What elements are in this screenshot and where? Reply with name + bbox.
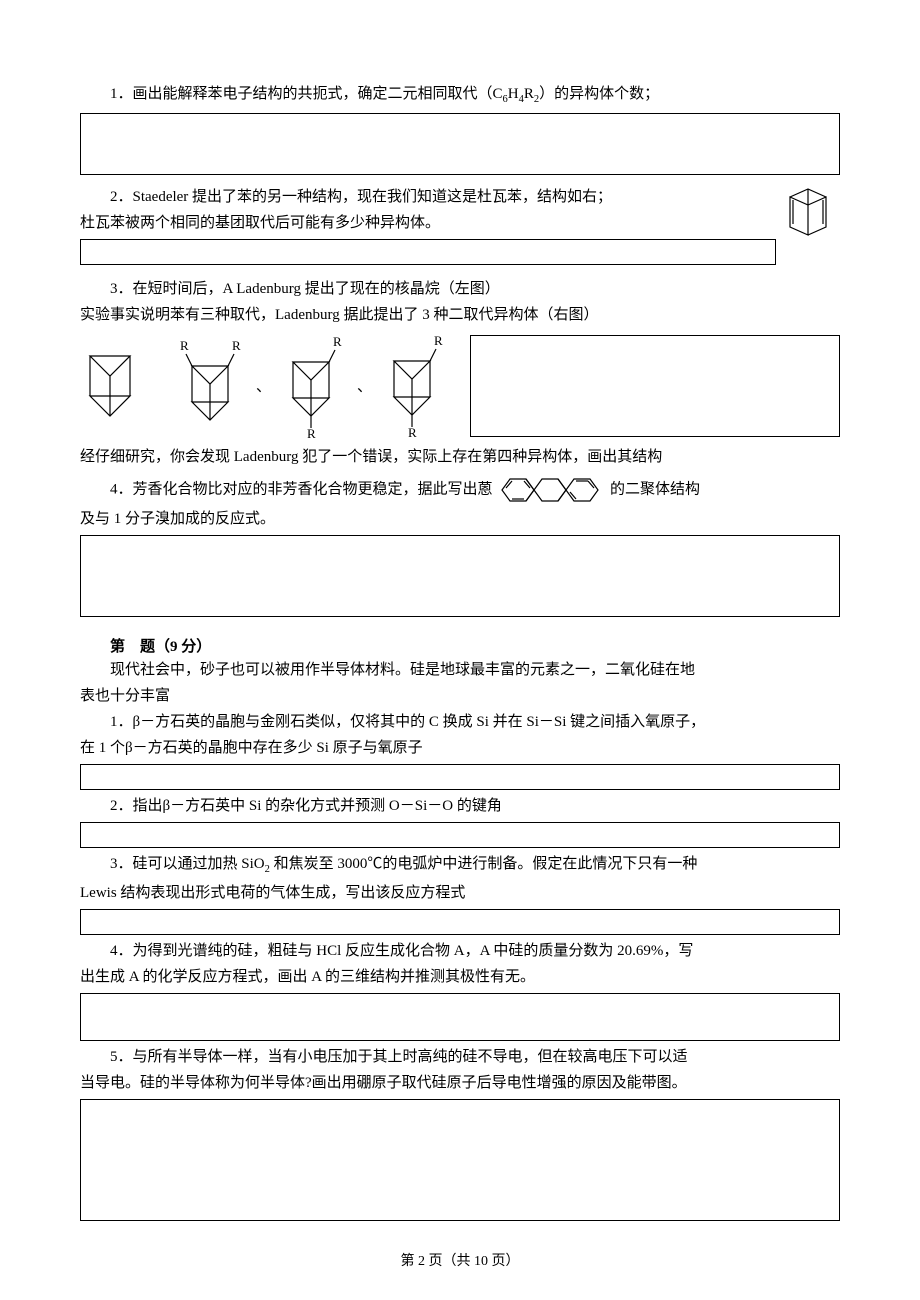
q1-answer-box-1 <box>80 113 840 175</box>
q1-answer-box-3 <box>470 335 840 437</box>
q2-p5b: 当导电。硅的半导体称为何半导体?画出用硼原子取代硅原子后导电性增强的原因及能带图… <box>80 1071 840 1095</box>
separator-2: 、 <box>357 375 372 396</box>
page-footer: 第 2 页（共 10 页） <box>0 1250 920 1270</box>
svg-text:R: R <box>434 333 443 348</box>
q2-answer-box-4 <box>80 993 840 1041</box>
q1-p4a: 4．芳香化合物比对应的非芳香化合物更稳定，据此写出蒽 <box>110 481 493 497</box>
q1-p1-text-c: R <box>524 86 534 102</box>
q2-p2: 2．指出β－方石英中 Si 的杂化方式并预测 O－Si－O 的键角 <box>80 794 840 818</box>
svg-text:R: R <box>232 338 241 353</box>
dewar-benzene-icon <box>784 183 840 239</box>
q1-p2a: 2．Staedeler 提出了苯的另一种结构，现在我们知道这是杜瓦苯，结构如右； <box>80 185 776 209</box>
q1-p1: 1．画出能解释苯电子结构的共扼式，确定二元相同取代（C6H4R2）的异构体个数； <box>80 82 840 109</box>
prismane-sub-3-icon: R R <box>380 331 450 441</box>
prismane-icon <box>80 340 142 432</box>
q2-p3a2: 和焦炭至 3000℃的电弧炉中进行制备。假定在此情况下只有一种 <box>270 856 698 872</box>
q2-p1b: 在 1 个β－方石英的晶胞中存在多少 Si 原子与氧原子 <box>80 736 840 760</box>
q1-p1-text-b: H <box>508 86 519 102</box>
q2-intro2: 表也十分丰富 <box>80 684 840 708</box>
prismane-sub-2-icon: R R <box>279 334 349 438</box>
separator-1: 、 <box>256 375 271 396</box>
q2-p3a: 3．硅可以通过加热 SiO <box>110 856 265 872</box>
q2-p3b: Lewis 结构表现出形式电荷的气体生成，写出该反应方程式 <box>80 881 840 905</box>
svg-text:R: R <box>307 426 316 438</box>
q2-p1a: 1．β－方石英的晶胞与金刚石类似，仅将其中的 C 换成 Si 并在 Si－Si … <box>80 710 840 734</box>
svg-text:R: R <box>408 425 417 440</box>
q1-p3c: 经仔细研究，你会发现 Ladenburg 犯了一个错误，实际上存在第四种异构体，… <box>80 445 840 469</box>
q1-answer-box-2 <box>80 239 776 265</box>
prismane-sub-1-icon: R R <box>178 336 248 436</box>
q1-p3b: 实验事实说明苯有三种取代，Ladenburg 据此提出了 3 种二取代异构体（右… <box>80 303 840 327</box>
q2-p4b: 出生成 A 的化学反应方程式，画出 A 的三维结构并推测其极性有无。 <box>80 965 840 989</box>
q1-p1-text-a: 1．画出能解释苯电子结构的共扼式，确定二元相同取代（C <box>110 86 503 102</box>
svg-text:R: R <box>333 334 342 349</box>
anthracene-icon <box>496 475 606 505</box>
q2-p3a-line: 3．硅可以通过加热 SiO2 和焦炭至 3000℃的电弧炉中进行制备。假定在此情… <box>80 852 840 879</box>
q2-p5a: 5．与所有半导体一样，当有小电压加于其上时高纯的硅不导电，但在较高电压下可以适 <box>80 1045 840 1069</box>
q1-answer-box-4 <box>80 535 840 617</box>
q2-answer-box-3 <box>80 909 840 935</box>
q1-p3a: 3．在短时间后，A Ladenburg 提出了现在的核晶烷（左图） <box>80 277 840 301</box>
svg-text:R: R <box>180 338 189 353</box>
q1-p2b: 杜瓦苯被两个相同的基团取代后可能有多少种异构体。 <box>80 211 776 235</box>
q2-p4a: 4．为得到光谱纯的硅，粗硅与 HCl 反应生成化合物 A，A 中硅的质量分数为 … <box>80 939 840 963</box>
q1-p4c: 及与 1 分子溴加成的反应式。 <box>80 507 840 531</box>
q2-answer-box-1 <box>80 764 840 790</box>
q1-p1-text-d: ）的异构体个数； <box>539 86 659 102</box>
q2-answer-box-2 <box>80 822 840 848</box>
q2-intro1: 现代社会中，砂子也可以被用作半导体材料。硅是地球最丰富的元素之一，二氧化硅在地 <box>80 658 840 682</box>
q2-title: 第 题（9 分） <box>80 635 840 656</box>
q2-answer-box-5 <box>80 1099 840 1221</box>
q1-p4b: 的二聚体结构 <box>610 481 700 497</box>
q1-p4-line: 4．芳香化合物比对应的非芳香化合物更稳定，据此写出蒽 的二聚体结构 <box>80 475 840 505</box>
